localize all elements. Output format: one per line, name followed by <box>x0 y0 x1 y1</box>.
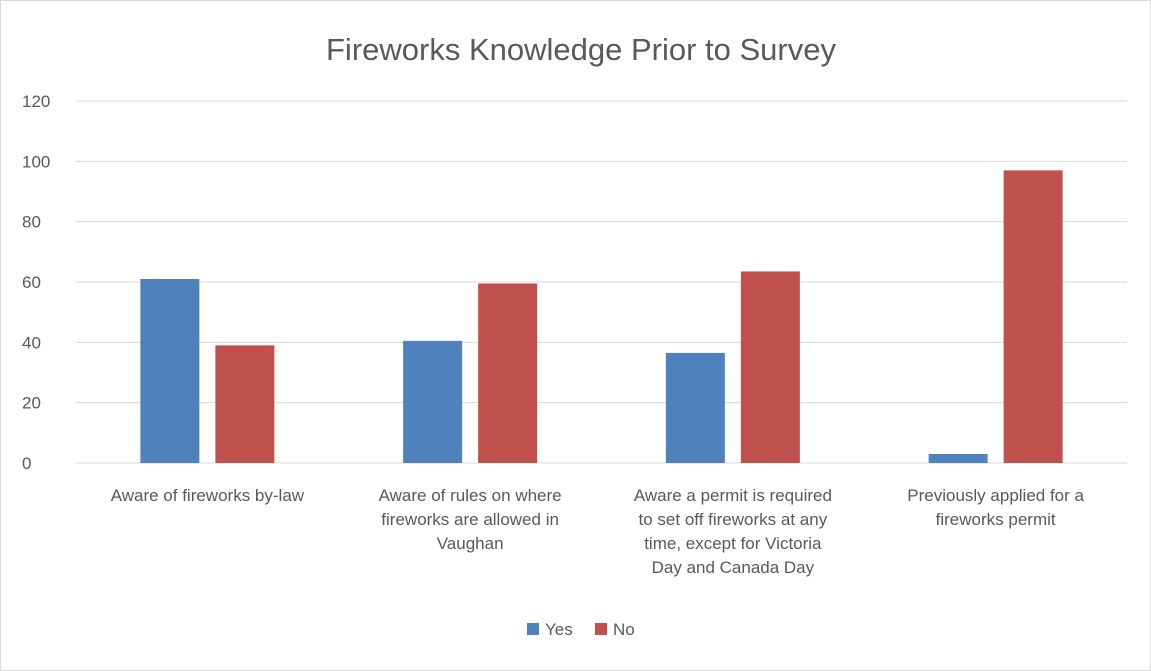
bars <box>140 170 1063 463</box>
x-category-label-line: Aware of fireworks by-law <box>111 486 305 505</box>
bar-yes <box>665 352 725 463</box>
bar-no <box>215 345 275 463</box>
x-category-label-line: Day and Canada Day <box>652 558 815 577</box>
x-category-label-line: fireworks are allowed in <box>381 510 559 529</box>
y-tick-label: 20 <box>22 394 41 413</box>
legend-label-no: No <box>613 620 635 639</box>
y-tick-label: 100 <box>22 152 50 171</box>
x-category-label-line: Previously applied for a <box>907 486 1084 505</box>
y-tick-label: 40 <box>22 333 41 352</box>
legend-swatch-no <box>595 623 607 635</box>
x-category-label: Aware a permit is required to set off fir… <box>634 486 832 577</box>
bar-yes <box>140 278 200 463</box>
bar-no <box>740 271 800 463</box>
x-category-label: Previously applied for a fireworks permit <box>907 486 1084 529</box>
x-category-label-line: fireworks permit <box>936 510 1056 529</box>
bar-no <box>478 283 538 463</box>
bar-no <box>1003 170 1063 463</box>
bar-yes <box>403 340 463 463</box>
y-axis-ticks: 0 20 40 60 80 100 120 <box>22 92 50 473</box>
bar-yes <box>928 453 988 463</box>
y-tick-label: 0 <box>22 454 31 473</box>
chart-title: Fireworks Knowledge Prior to Survey <box>326 32 836 67</box>
legend-swatch-yes <box>527 623 539 635</box>
category-labels: Aware of fireworks by-law Aware of rules … <box>111 486 1085 577</box>
x-category-label-line: time, except for Victoria <box>644 534 822 553</box>
legend-label-yes: Yes <box>545 620 573 639</box>
x-category-label-line: Aware a permit is required <box>634 486 832 505</box>
y-tick-label: 120 <box>22 92 50 111</box>
x-category-label-line: Aware of rules on where <box>379 486 562 505</box>
x-category-label: Aware of rules on where fireworks are all… <box>379 486 562 553</box>
x-category-label-line: to set off fireworks at any <box>639 510 828 529</box>
legend: Yes No <box>527 620 635 639</box>
x-category-label-line: Vaughan <box>437 534 504 553</box>
y-tick-label: 60 <box>22 273 41 292</box>
x-category-label: Aware of fireworks by-law <box>111 486 305 505</box>
y-tick-label: 80 <box>22 213 41 232</box>
